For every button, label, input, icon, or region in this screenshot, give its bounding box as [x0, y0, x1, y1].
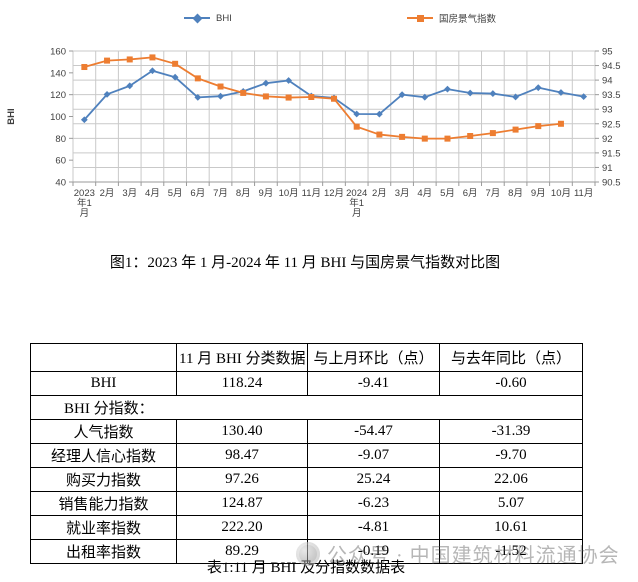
svg-text:60: 60: [55, 156, 66, 167]
svg-text:6月: 6月: [463, 188, 478, 199]
row-label: 经理人信心指数: [30, 443, 177, 468]
row-value: 97.26: [176, 467, 308, 492]
table-row: 购买力指数 97.26 25.24 22.06: [30, 467, 583, 492]
svg-text:BHI: BHI: [6, 108, 17, 124]
figure-caption: 图1：2023 年 1 月-2024 年 11 月 BHI 与国房景气指数对比图: [109, 255, 501, 271]
svg-text:100: 100: [50, 112, 66, 123]
svg-text:6月: 6月: [190, 188, 205, 199]
row-value: 124.87: [176, 491, 308, 516]
svg-text:9月: 9月: [531, 188, 546, 199]
row-mom: -0.19: [307, 539, 440, 564]
row-yoy: -9.70: [439, 443, 583, 468]
legend-item-climate-index: 国房景气指数: [407, 11, 496, 25]
legend-item-bhi: BHI: [184, 11, 232, 25]
svg-text:11月: 11月: [302, 188, 321, 199]
svg-text:94: 94: [602, 76, 613, 87]
table-row: 就业率指数 222.20 -4.81 10.61: [30, 515, 583, 540]
svg-text:95: 95: [602, 47, 613, 58]
svg-text:140: 140: [50, 68, 66, 79]
row-yoy: 22.06: [439, 467, 583, 492]
svg-text:5月: 5月: [168, 188, 183, 199]
row-label: 销售能力指数: [30, 491, 177, 516]
svg-text:10月: 10月: [551, 188, 571, 199]
svg-text:92.5: 92.5: [602, 119, 621, 130]
svg-text:4月: 4月: [145, 188, 160, 199]
svg-text:2月: 2月: [100, 188, 115, 199]
row-label: 购买力指数: [30, 467, 177, 492]
row-value: 118.24: [176, 371, 308, 396]
svg-text:91.5: 91.5: [602, 148, 621, 159]
row-value: 222.20: [176, 515, 308, 540]
row-label: 人气指数: [30, 419, 177, 444]
svg-text:92: 92: [602, 134, 613, 145]
svg-text:90.5: 90.5: [602, 178, 621, 189]
table-row: BHI 118.24 -9.41 -0.60: [30, 371, 583, 396]
svg-text:160: 160: [50, 47, 66, 58]
table-caption: 表1:11 月 BHI 及分指数数据表: [206, 560, 406, 576]
row-mom: -4.81: [307, 515, 440, 540]
svg-text:91: 91: [602, 163, 613, 174]
table-row: 人气指数 130.40 -54.47 -31.39: [30, 419, 583, 444]
row-mom: -6.23: [307, 491, 440, 516]
header-empty: [30, 343, 177, 372]
row-yoy: -31.39: [439, 419, 583, 444]
row-value: 130.40: [176, 419, 308, 444]
watermark: 公众号 · 中国建筑材料流通协会: [296, 539, 620, 568]
svg-text:80: 80: [55, 134, 66, 145]
row-yoy: 5.07: [439, 491, 583, 516]
svg-text:8月: 8月: [236, 188, 251, 199]
svg-text:4月: 4月: [417, 188, 432, 199]
svg-text:10月: 10月: [279, 188, 299, 199]
table-section-row: BHI 分指数：: [30, 395, 583, 420]
watermark-logo-icon: [296, 541, 320, 566]
svg-text:93.5: 93.5: [602, 90, 621, 101]
svg-text:2月: 2月: [372, 188, 387, 199]
row-mom: -9.41: [307, 371, 440, 396]
row-value: 98.47: [176, 443, 308, 468]
svg-text:94.5: 94.5: [602, 61, 621, 72]
legend-label-climate-index: 国房景气指数: [439, 14, 497, 25]
row-mom: -9.07: [307, 443, 440, 468]
bhi-line-diamond-icon: [184, 13, 210, 23]
watermark-text: 公众号 · 中国建筑材料流通协会: [327, 545, 620, 567]
row-label: 出租率指数: [30, 539, 177, 564]
svg-text:9月: 9月: [259, 188, 274, 199]
row-mom: -54.47: [307, 419, 440, 444]
bhi-data-table: 11 月 BHI 分类数据 与上月环比（点） 与去年同比（点） BHI 118.…: [30, 343, 583, 564]
header-value: 11 月 BHI 分类数据: [176, 343, 308, 372]
bhi-climate-line-chart: 40 60 80 100 120 140 160 90.5 91 91.5 92 92.5 93 93.5…: [6, 47, 621, 220]
row-value: 89.29: [176, 539, 308, 564]
climate-line-square-icon: [407, 14, 433, 22]
svg-text:3月: 3月: [395, 188, 410, 199]
svg-text:40: 40: [55, 178, 66, 189]
row-label: BHI: [30, 371, 177, 396]
svg-text:93: 93: [602, 105, 613, 116]
header-yoy: 与去年同比（点）: [439, 343, 583, 372]
svg-text:3月: 3月: [122, 188, 137, 199]
table-row: 经理人信心指数 98.47 -9.07 -9.70: [30, 443, 583, 468]
row-yoy: 10.61: [439, 515, 583, 540]
row-yoy: -0.60: [439, 371, 583, 396]
svg-text:5月: 5月: [440, 188, 455, 199]
header-mom: 与上月环比（点）: [307, 343, 440, 372]
legend-label-bhi: BHI: [216, 12, 232, 24]
table-row: 销售能力指数 124.87 -6.23 5.07: [30, 491, 583, 516]
row-yoy: -1.52: [439, 539, 583, 564]
table-row: 出租率指数 89.29 -0.19 -1.52: [30, 539, 583, 564]
svg-text:12月: 12月: [324, 188, 344, 199]
table-header-row: 11 月 BHI 分类数据 与上月环比（点） 与去年同比（点）: [30, 343, 583, 372]
row-mom: 25.24: [307, 467, 440, 492]
svg-text:120: 120: [50, 90, 66, 101]
svg-text:7月: 7月: [485, 188, 500, 199]
svg-text:11月: 11月: [574, 188, 593, 199]
row-label: 就业率指数: [30, 515, 177, 540]
section-label: BHI 分指数：: [30, 395, 583, 420]
svg-text:8月: 8月: [508, 188, 523, 199]
svg-text:7月: 7月: [213, 188, 228, 199]
